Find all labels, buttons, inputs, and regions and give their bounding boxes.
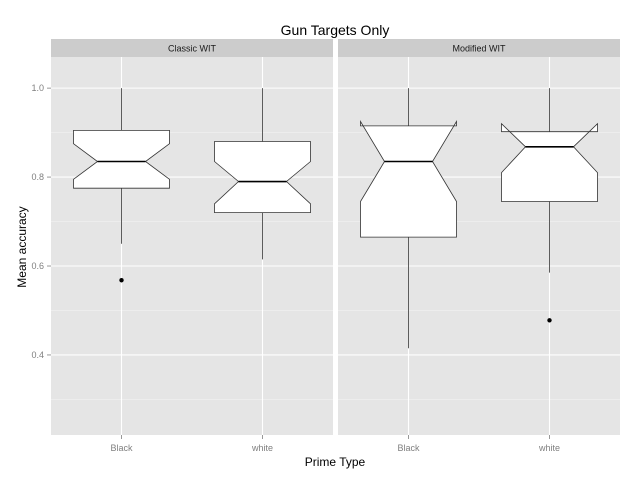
box-black [360,88,457,349]
box-white [214,88,311,260]
strip-label: Modified WIT [452,44,506,54]
box-white [501,88,598,323]
y-tick-label: 0.4 [31,350,44,360]
x-tick-label: white [251,443,273,453]
x-axis-title: Prime Type [305,455,366,469]
box-body [73,129,170,189]
box-body [214,141,311,214]
y-axis-title: Mean accuracy [15,206,29,287]
panels-layer: Classic WIT Black white Modified WIT Black wh… [31,39,620,453]
outlier-point [119,278,124,283]
panel-1: Classic WIT Black white [51,39,333,453]
y-tick-label: 0.6 [31,261,44,271]
panel-2: Modified WIT Black white [338,39,620,453]
y-axis: 0.4 0.6 0.8 1.0 [31,83,51,360]
box-body [360,120,457,238]
panel-background [338,57,620,435]
y-tick-label: 1.0 [31,83,44,93]
box-black [73,88,170,283]
strip-label: Classic WIT [168,44,216,54]
strip-background [51,39,333,57]
outlier-point [547,318,552,323]
x-tick-label: white [538,443,560,453]
panel-background [51,57,333,435]
x-tick-label: Black [110,443,133,453]
chart-title: Gun Targets Only [281,22,390,38]
y-tick-label: 0.8 [31,172,44,182]
box-body [501,122,598,202]
strip-background [338,39,620,57]
x-tick-label: Black [397,443,420,453]
